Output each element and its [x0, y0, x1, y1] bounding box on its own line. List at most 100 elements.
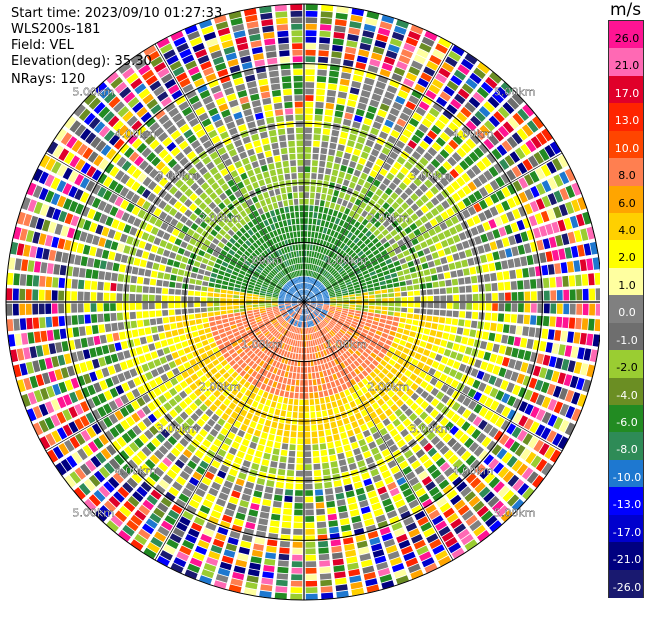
radar-gate — [242, 534, 253, 542]
radar-gate — [207, 293, 213, 297]
radar-gate — [304, 251, 306, 257]
radar-gate — [355, 311, 361, 314]
radar-gate — [405, 324, 412, 330]
radar-gate — [60, 265, 67, 275]
radar-gate — [207, 307, 213, 311]
radar-gate — [84, 292, 90, 301]
radar-gate — [272, 304, 278, 306]
radar-gate — [214, 298, 220, 302]
radar-gate — [350, 582, 362, 590]
radar-gate — [320, 18, 332, 25]
radar-gate — [304, 348, 306, 354]
radar-gate — [450, 326, 457, 333]
radar-gate — [358, 178, 365, 185]
radar-gate — [387, 284, 393, 289]
radar-gate — [308, 257, 311, 263]
radar-gate — [483, 352, 491, 361]
radar-gate — [243, 460, 251, 468]
radar-gate — [379, 323, 385, 328]
radar-gate — [320, 443, 327, 449]
radar-gate — [305, 186, 310, 192]
radar-gate — [394, 248, 401, 255]
radar-gate — [301, 354, 303, 360]
radar-gate — [305, 69, 314, 75]
radar-gate — [253, 307, 259, 310]
radar-gate — [197, 274, 204, 280]
radar-gate — [270, 461, 278, 468]
radar-gate — [202, 318, 208, 323]
radar-gate — [469, 267, 476, 275]
radar-gate — [178, 269, 185, 275]
radar-gate — [246, 296, 252, 299]
radar-gate — [173, 336, 180, 343]
radar-gate — [277, 567, 288, 574]
radar-gate — [329, 222, 334, 229]
radar-gate — [194, 297, 200, 302]
radar-gate — [409, 267, 416, 273]
radar-gate — [490, 241, 498, 250]
radar-gate — [71, 291, 77, 300]
radar-gate — [345, 451, 353, 458]
radar-gate — [265, 399, 271, 406]
radar-gate — [389, 331, 396, 336]
radar-gate — [86, 326, 93, 335]
radar-gate — [269, 407, 275, 414]
radar-gate — [426, 238, 434, 245]
radar-gate — [387, 372, 394, 379]
radar-gate — [417, 250, 424, 257]
radar-gate — [279, 377, 284, 383]
radar-gate — [393, 261, 400, 267]
radar-gate — [466, 294, 472, 301]
radar-gate — [330, 422, 336, 429]
radar-gate — [291, 581, 303, 587]
radar-gate — [305, 134, 312, 140]
radar-gate — [446, 342, 453, 350]
radar-gate — [260, 465, 268, 472]
radar-gate — [292, 555, 303, 561]
radar-gate — [486, 253, 493, 262]
radar-gate — [326, 103, 335, 110]
radar-gate — [306, 561, 317, 567]
radar-gate — [201, 297, 207, 301]
radar-gate — [345, 146, 353, 153]
radar-gate — [438, 324, 445, 331]
radar-gate — [172, 268, 179, 275]
radar-gate — [330, 176, 336, 183]
radar-gate — [328, 520, 338, 527]
radar-gate — [325, 221, 330, 227]
radar-gate — [78, 303, 84, 312]
radar-gate — [318, 365, 322, 371]
radar-gate — [184, 250, 191, 257]
radar-gate — [355, 534, 366, 542]
radar-gate — [105, 239, 113, 248]
radar-gate — [385, 259, 392, 265]
radar-gate — [316, 372, 320, 378]
radar-gate — [272, 507, 281, 514]
radar-gate — [375, 310, 381, 314]
radar-gate — [168, 296, 174, 302]
radar-gate — [26, 289, 32, 300]
radar-gate — [179, 263, 186, 270]
radar-gate — [338, 505, 347, 512]
radar-gate — [42, 248, 50, 259]
radar-gate — [311, 232, 315, 238]
radar-gate — [338, 426, 345, 433]
radar-gate — [98, 324, 105, 333]
radar-gate — [490, 354, 498, 363]
radar-gate — [499, 250, 506, 259]
radar-gate — [596, 288, 600, 300]
radar-gate — [350, 196, 357, 203]
radar-gate — [192, 331, 199, 337]
radar-gate — [357, 390, 364, 397]
radar-gate — [319, 391, 324, 397]
radar-gate — [216, 320, 222, 325]
radar-gate — [524, 280, 530, 289]
radar-gate — [305, 76, 314, 82]
radar-gate — [236, 319, 242, 323]
radar-gate — [221, 311, 227, 315]
radar-gate — [376, 330, 383, 335]
radar-gate — [220, 298, 226, 301]
radar-gate — [305, 425, 310, 431]
radar-gate — [350, 87, 360, 95]
radar-gate — [131, 276, 138, 284]
